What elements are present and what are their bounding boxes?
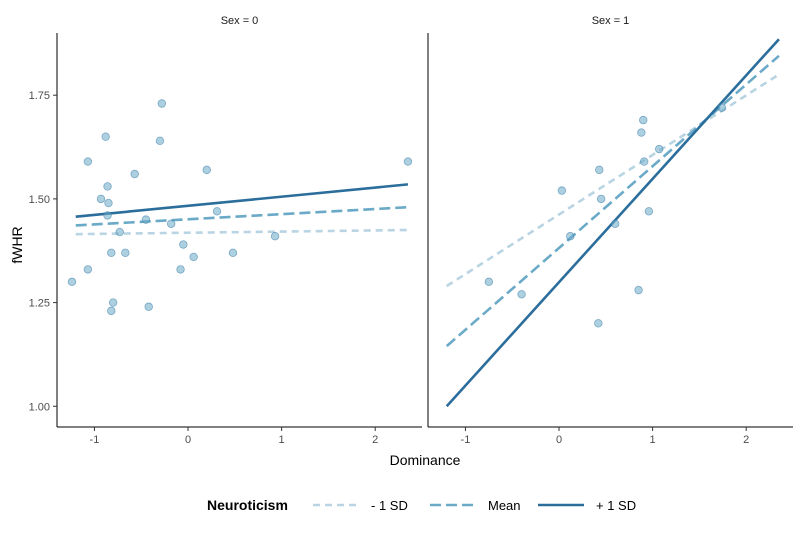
y-tick-label: 1.75 [29,90,50,102]
data-point [103,211,112,220]
data-point [107,248,116,258]
data-point [179,240,188,249]
data-point [484,277,494,287]
data-point [83,157,93,166]
data-point [108,298,118,307]
data-point [403,157,413,166]
data-point [639,115,648,125]
data-point [96,194,106,204]
data-point [202,165,211,175]
y-tick-label: 1.50 [29,194,50,206]
x-tick-label: -1 [461,434,471,446]
data-point [644,207,654,216]
y-tick-label: 1.00 [29,401,50,413]
y-axis-title: fWHR [9,226,25,263]
data-point [83,265,93,274]
x-tick-label: 0 [185,434,191,446]
panel-sex-0: Sex = 0 -1 0 1 2 [56,15,422,446]
regression-line-mean [445,54,780,348]
data-point [130,169,139,179]
data-point [115,227,124,237]
data-point [594,319,603,328]
y-axis: 1.00 1.25 1.50 1.75 [29,90,57,413]
legend: Neuroticism - 1 SD Mean + 1 SD [207,497,636,513]
x-tick-label: -1 [90,434,100,446]
data-point [717,103,727,112]
data-point [557,186,567,195]
x-tick-label: 1 [279,434,285,446]
data-point [101,132,110,141]
y-tick-label: 1.25 [29,298,50,310]
data-point [103,182,112,191]
panel-sex-1: Sex = 1 -1 0 1 2 [427,15,793,446]
data-point [141,215,151,224]
data-point [104,198,113,208]
regression-line-minus-1-sd [446,73,780,288]
data-point [121,248,130,258]
regression-line-plus-1-sd [75,183,409,219]
regression-line-minus-1-sd [75,228,408,236]
legend-label: + 1 SD [596,498,636,513]
legend-label: - 1 SD [371,498,408,513]
x-tick-label: 2 [743,434,749,446]
data-point [637,128,646,137]
data-point [517,290,526,299]
data-point [595,165,604,175]
data-point [639,157,649,166]
data-point [157,99,167,108]
x-tick-label: 2 [372,434,378,446]
x-tick-label: 1 [650,434,656,446]
panel-strip-label: Sex = 0 [221,15,259,27]
data-point [566,232,575,241]
data-point [189,252,198,262]
panel-strip-label: Sex = 1 [592,15,630,27]
data-point [155,136,165,146]
x-axis-title: Dominance [390,452,461,468]
data-point [654,144,664,154]
x-tick-label: 0 [556,434,562,446]
data-point [270,232,280,241]
data-point [166,219,176,228]
data-point [596,194,606,204]
data-point [634,285,643,295]
legend-title: Neuroticism [207,497,288,513]
data-point [212,207,222,216]
regression-line-mean [75,205,409,227]
legend-label: Mean [488,498,521,513]
data-point [144,302,153,311]
data-point [67,277,77,287]
data-point [610,219,620,228]
data-point [176,265,185,274]
data-point [107,306,116,316]
data-point [228,248,238,258]
